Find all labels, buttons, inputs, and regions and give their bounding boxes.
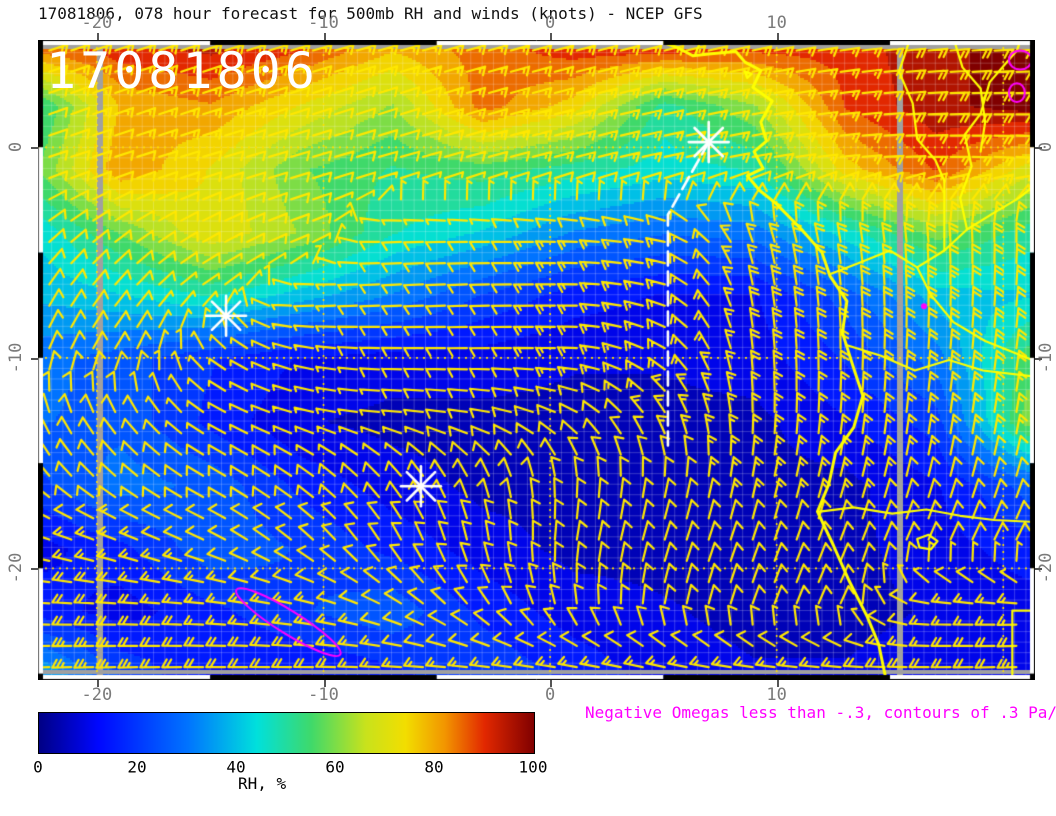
figure-title: 17081806, 078 hour forecast for 500mb RH… xyxy=(38,4,703,23)
axis-tick-mark xyxy=(323,680,326,687)
axis-tick-mark xyxy=(1035,568,1042,571)
axis-tick-mark xyxy=(96,33,99,40)
axis-tick-label: -20 xyxy=(81,685,113,705)
axis-tick-label: -20 xyxy=(6,553,26,584)
axis-tick-mark xyxy=(550,680,553,687)
colorbar-tick-label: 40 xyxy=(226,757,246,777)
axis-tick-mark xyxy=(1035,147,1042,150)
axis-tick-mark xyxy=(31,147,38,150)
axis-tick-mark xyxy=(31,357,38,360)
axis-tick-label: 0 xyxy=(544,685,556,705)
colorbar-title: RH, % xyxy=(238,774,287,793)
colorbar xyxy=(38,712,535,754)
colorbar-tick-label: 60 xyxy=(325,757,345,777)
axis-tick-label: 10 xyxy=(766,13,787,33)
axis-tick-mark xyxy=(1035,357,1042,360)
omega-annotation: Negative Omegas less than -.3, contours … xyxy=(585,703,1056,722)
axis-tick-mark xyxy=(96,680,99,687)
axis-tick-label: -10 xyxy=(308,685,339,705)
axis-tick-mark xyxy=(31,568,38,571)
axis-tick-label: -10 xyxy=(6,342,26,374)
colorbar-tick-label: 20 xyxy=(127,757,147,777)
axis-tick-label: -20 xyxy=(81,13,113,33)
axis-tick-label: 0 xyxy=(544,13,556,33)
map-panel: 17081806 xyxy=(38,40,1035,680)
axis-tick-label: 10 xyxy=(766,685,787,705)
axis-tick-label: -10 xyxy=(308,13,339,33)
colorbar-tick-label: 0 xyxy=(33,757,43,777)
run-id-label: 17081806 xyxy=(46,42,319,100)
colorbar-tick-label: 100 xyxy=(518,757,548,777)
axis-tick-mark xyxy=(776,680,779,687)
axis-tick-mark xyxy=(550,33,553,40)
map-canvas xyxy=(38,40,1035,680)
axis-tick-mark xyxy=(323,33,326,40)
axis-tick-mark xyxy=(776,33,779,40)
axis-tick-label: 0 xyxy=(6,142,26,153)
colorbar-tick-label: 80 xyxy=(424,757,444,777)
